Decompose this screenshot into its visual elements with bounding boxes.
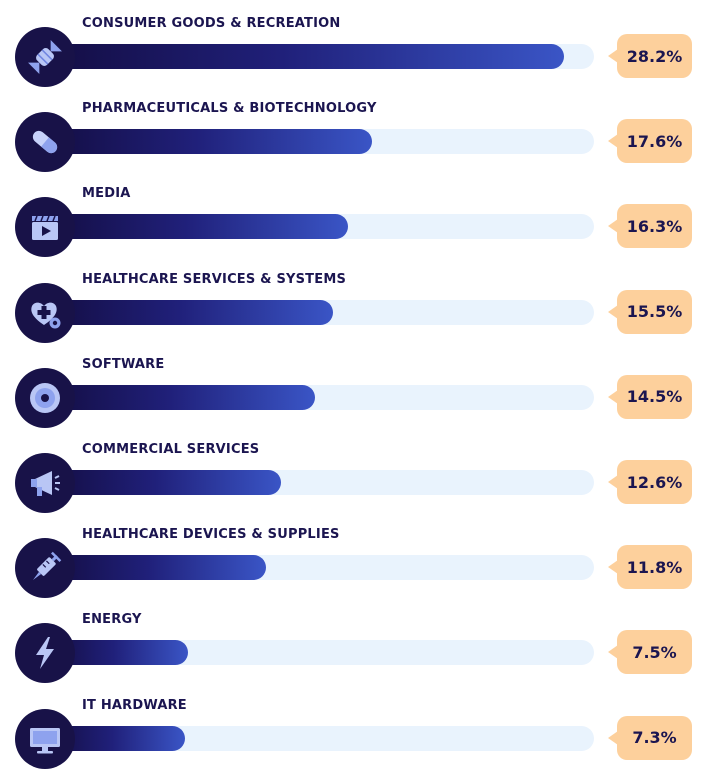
- bar-row-media: MEDIA 16.3%: [0, 186, 725, 271]
- bar-row-healthcare-devices-and-supplies: HEALTHCARE DEVICES & SUPPLIES 11.8%: [0, 527, 725, 612]
- category-label: HEALTHCARE DEVICES & SUPPLIES: [82, 527, 340, 543]
- category-label: IT HARDWARE: [82, 697, 187, 713]
- bar-row-commercial-services: COMMERCIAL SERVICES 12.6%: [0, 442, 725, 527]
- bar-track: [52, 129, 594, 155]
- bar-track: [52, 44, 594, 69]
- bar-consumer-goods-and-recreation: [52, 44, 564, 69]
- bar-track: [52, 214, 594, 240]
- value-label: 7.3%: [608, 715, 692, 760]
- category-label: HEALTHCARE SERVICES & SYSTEMS: [82, 271, 347, 287]
- bar-row-software: SOFTWARE 14.5%: [0, 357, 725, 442]
- bar-media: [52, 214, 348, 240]
- bar-track: [52, 384, 594, 410]
- pill-icon: [15, 112, 75, 173]
- bar-commercial-services: [52, 470, 281, 495]
- bar-row-pharmaceuticals-and-biotechnology: PHARMACEUTICALS & BIOTECHNOLOGY 17.6%: [0, 101, 725, 186]
- bar-software: [52, 384, 316, 410]
- value-label: 28.2%: [608, 34, 692, 78]
- category-label: SOFTWARE: [82, 356, 165, 372]
- heart-plus-gear-icon: [15, 282, 75, 343]
- monitor-icon: [15, 708, 75, 769]
- lightning-icon: [15, 623, 75, 684]
- bar-track: [52, 299, 594, 325]
- megaphone-icon: [15, 453, 75, 513]
- syringe-icon: [15, 538, 75, 599]
- category-label: CONSUMER GOODS & RECREATION: [82, 16, 341, 31]
- bar-row-it-hardware: IT HARDWARE 7.3%: [0, 698, 725, 783]
- bar-track: [52, 640, 594, 666]
- category-label: COMMERCIAL SERVICES: [82, 442, 260, 457]
- category-label: PHARMACEUTICALS & BIOTECHNOLOGY: [82, 101, 377, 117]
- value-label: 15.5%: [608, 289, 692, 334]
- bar-healthcare-devices-and-supplies: [52, 555, 267, 581]
- candy-icon: [15, 27, 75, 87]
- bar-row-energy: ENERGY 7.5%: [0, 612, 725, 697]
- bar-track: [52, 725, 594, 751]
- bar-track: [52, 470, 594, 495]
- bar-pharmaceuticals-and-biotechnology: [52, 129, 372, 155]
- value-label: 11.8%: [608, 545, 692, 590]
- value-label: 7.5%: [608, 630, 692, 675]
- bar-row-consumer-goods-and-recreation: CONSUMER GOODS & RECREATION 28.2%: [0, 16, 725, 101]
- disc-icon: [15, 367, 75, 428]
- value-label: 14.5%: [608, 374, 692, 419]
- bar-row-healthcare-services-and-systems: HEALTHCARE SERVICES & SYSTEMS 15.5%: [0, 272, 725, 357]
- value-label: 12.6%: [608, 460, 692, 504]
- clapperboard-icon: [15, 197, 75, 258]
- bar-healthcare-services-and-systems: [52, 299, 334, 325]
- value-label: 17.6%: [608, 119, 692, 164]
- category-label: MEDIA: [82, 186, 131, 202]
- bar-track: [52, 555, 594, 581]
- category-label: ENERGY: [82, 612, 142, 628]
- value-label: 16.3%: [608, 204, 692, 249]
